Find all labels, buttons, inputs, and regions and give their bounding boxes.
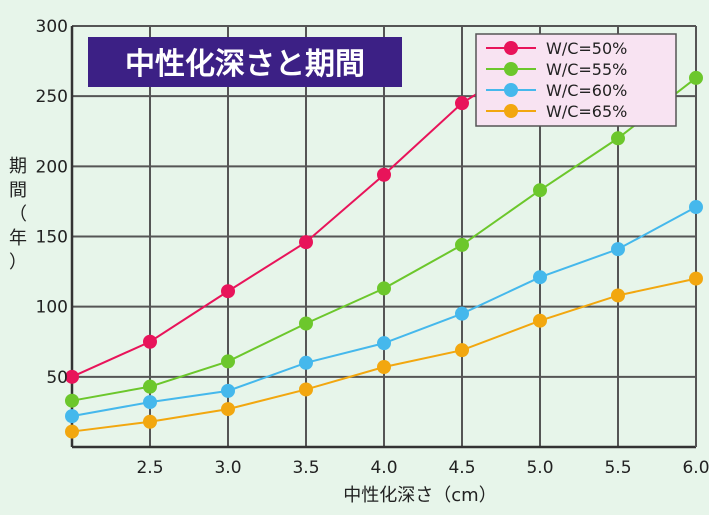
y-tick-label: 50: [46, 368, 68, 388]
data-point: [611, 242, 625, 257]
data-point: [299, 355, 313, 370]
data-point: [611, 288, 625, 303]
grid-lines: [70, 25, 697, 449]
data-point: [689, 200, 703, 215]
data-point: [65, 424, 79, 439]
data-point: [221, 354, 235, 369]
x-tick-label: 5.0: [526, 458, 553, 478]
data-point: [65, 393, 79, 408]
legend-marker: [504, 83, 518, 97]
legend-label: W/C=50%: [546, 39, 627, 58]
data-point: [689, 70, 703, 85]
x-axis-title: 中性化深さ（cm）: [343, 485, 496, 506]
y-tick-label: 100: [36, 298, 68, 318]
data-point: [143, 334, 157, 349]
data-point: [143, 414, 157, 429]
data-point: [221, 402, 235, 417]
data-point: [377, 167, 391, 182]
data-point: [455, 343, 469, 358]
y-tick-label: 300: [36, 17, 68, 37]
data-point: [533, 183, 547, 198]
x-tick-label: 6.0: [682, 458, 709, 478]
y-axis-title-char: 年: [9, 228, 27, 249]
legend-label: W/C=65%: [546, 102, 627, 121]
tick-labels: 2.5 3.0 3.5 4.0 4.5 5.0 5.5 6.0 50 100 150 200 250 30…: [36, 17, 709, 478]
data-point: [377, 360, 391, 375]
legend-label: W/C=55%: [546, 60, 627, 79]
y-axis-title-char: （: [9, 204, 27, 225]
x-tick-label: 3.5: [292, 458, 319, 478]
series-layer: [65, 47, 703, 439]
y-tick-label: 150: [36, 228, 68, 248]
data-point: [299, 316, 313, 331]
y-axis-title: 期間 （ 年 ）: [9, 156, 27, 273]
x-tick-label: 3.0: [214, 458, 241, 478]
data-point: [455, 96, 469, 111]
data-point: [221, 383, 235, 398]
data-point: [143, 395, 157, 410]
y-tick-label: 250: [36, 87, 68, 107]
x-tick-label: 4.5: [448, 458, 475, 478]
y-axis-title-char: ）: [9, 252, 27, 273]
legend-marker: [504, 62, 518, 76]
data-point: [143, 379, 157, 394]
legend: W/C=50% W/C=55% W/C=60% W/C=65%: [475, 33, 677, 127]
data-point: [377, 336, 391, 351]
legend-label: W/C=60%: [546, 81, 627, 100]
x-tick-label: 5.5: [604, 458, 631, 478]
data-point: [65, 369, 79, 384]
legend-marker: [504, 41, 518, 55]
data-point: [689, 271, 703, 286]
data-point: [377, 281, 391, 296]
chart-title: 中性化深さと期間: [125, 47, 365, 82]
x-tick-label: 4.0: [370, 458, 397, 478]
data-point: [533, 313, 547, 328]
data-point: [455, 237, 469, 252]
data-point: [299, 382, 313, 397]
data-point: [611, 131, 625, 146]
data-point: [221, 284, 235, 299]
legend-marker: [504, 104, 518, 118]
chart-title-box: [88, 37, 402, 87]
x-tick-label: 2.5: [136, 458, 163, 478]
data-point: [533, 270, 547, 285]
data-point: [65, 409, 79, 424]
y-axis-title-char: 期: [9, 156, 27, 177]
data-point: [455, 306, 469, 321]
data-point: [299, 235, 313, 250]
y-axis-title-char: 間: [9, 180, 27, 201]
y-tick-label: 200: [36, 157, 68, 177]
